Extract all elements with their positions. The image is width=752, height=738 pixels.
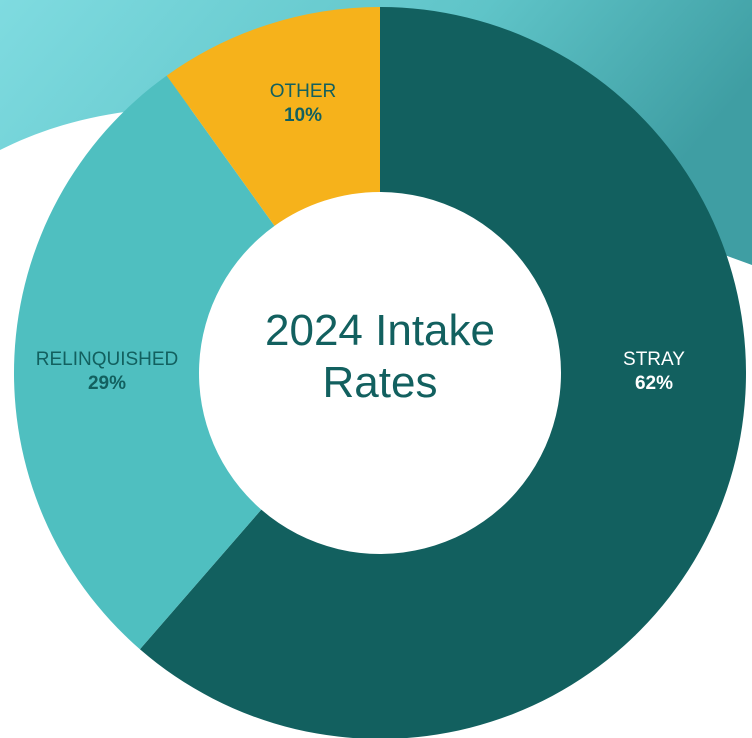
slice-value-label: 62%: [635, 373, 673, 394]
slice-label: RELINQUISHED: [36, 349, 179, 370]
chart-title: 2024 Intake Rates: [265, 306, 495, 407]
donut-slice: [13, 75, 275, 650]
slice-label: OTHER: [270, 81, 337, 102]
donut-slice: [166, 7, 380, 226]
slice-value-label: 10%: [284, 105, 322, 126]
donut-slice: [139, 7, 746, 738]
slice-label: STRAY: [623, 349, 685, 370]
slice-value-label: 29%: [88, 373, 126, 394]
